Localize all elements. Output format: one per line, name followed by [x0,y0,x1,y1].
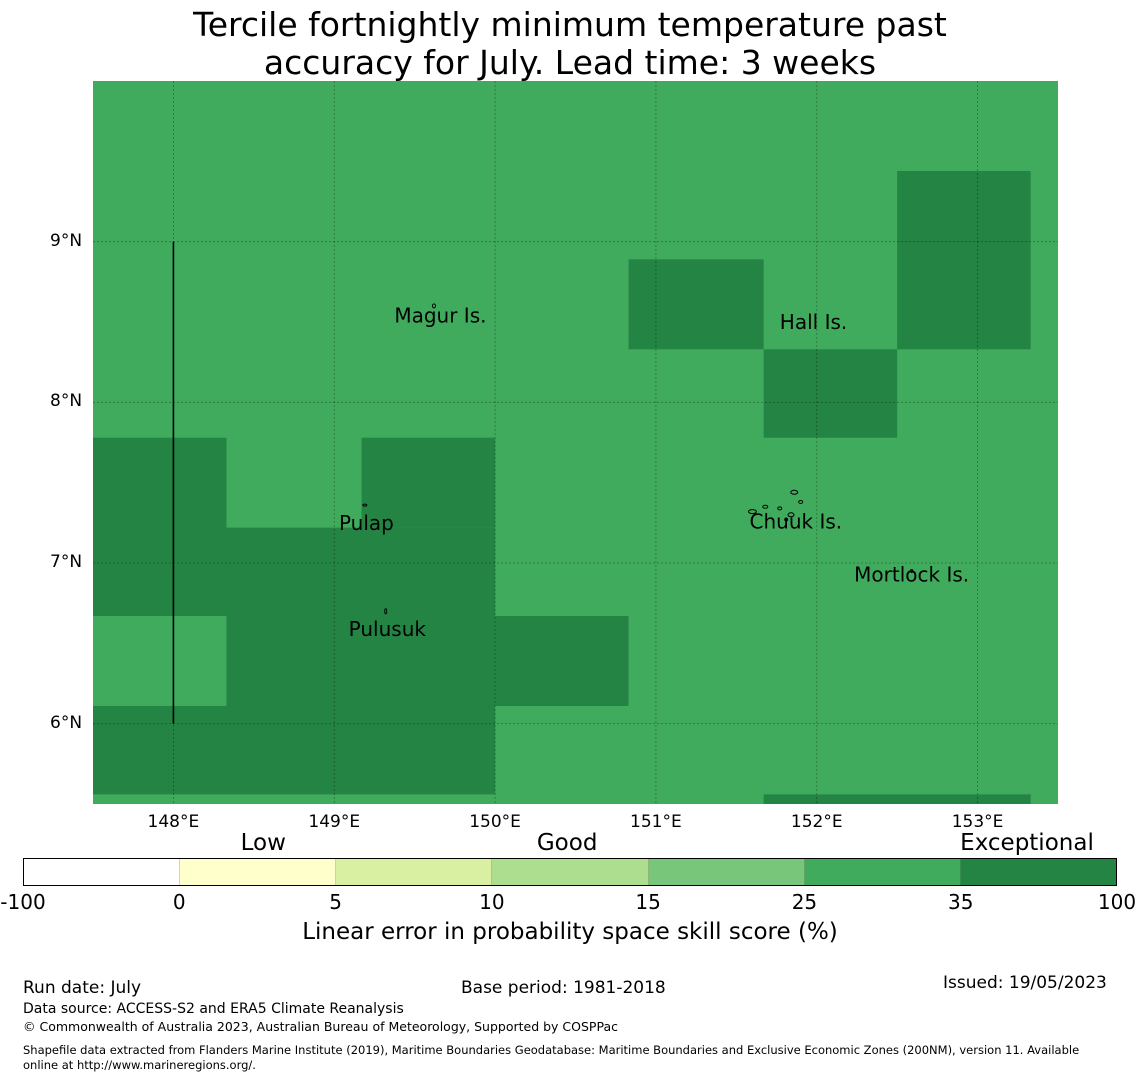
island-outline [362,503,368,507]
skill-category-label: Good [536,830,598,856]
island-outline [762,504,769,509]
colorbar-tick-label: 5 [329,890,342,914]
colorbar-tick-label: 10 [479,890,505,914]
island-outline [384,608,388,615]
colorbar-tick-label: 0 [172,890,186,914]
high-skill-cell [763,794,1031,804]
high-skill-cell [93,437,227,617]
colorbar-tick-label: 25 [791,890,818,914]
colorbar-tick-label: 15 [635,890,661,914]
latitude-tick-label: 8°N [50,391,83,412]
colorbar-title: Linear error in probability space skill … [302,919,838,945]
island-outline [798,499,804,504]
colorbar-segment [804,859,961,885]
skill-colorbar [23,858,1117,886]
run-date: Run date: July [23,978,142,998]
colorbar-segment [24,859,181,885]
high-skill-cell [763,349,898,438]
island-outline [787,512,795,518]
island-outline [784,517,789,522]
high-skill-cell [361,437,496,528]
colorbar-segment [960,859,1116,885]
chart-title: Tercile fortnightly minimum temperature … [0,6,1140,82]
issued-date: Issued: 19/05/2023 [943,973,1107,993]
high-skill-cell [226,527,496,706]
place-label: Pulap [339,511,394,535]
longitude-tick-label: 148°E [147,812,200,832]
colorbar-tick-label: 35 [947,890,974,914]
island-outline [777,506,783,511]
island-outline [747,509,757,515]
colorbar-segment [180,859,337,885]
latitude-tick-label: 9°N [50,230,83,251]
copyright-notice: © Commonwealth of Australia 2023, Austra… [23,1019,618,1034]
skill-map: Magur Is. Hall Is. Pulap Chuuk Is. Mortlock … [93,81,1058,804]
high-skill-cell [897,170,1031,350]
place-label: Magur Is. [394,304,486,328]
colorbar-segment [336,859,493,885]
high-skill-cell [93,705,496,795]
shapefile-credit-line-2: online at http://www.marineregions.org/. [23,1058,256,1072]
longitude-tick-label: 152°E [790,812,843,832]
title-line-2: accuracy for July. Lead time: 3 weeks [263,43,877,82]
island-outline [790,489,799,495]
skill-category-label: Exceptional [960,830,1094,856]
longitude-tick-label: 149°E [308,812,361,832]
colorbar-tick-label: -100 [0,890,46,914]
longitude-tick-label: 151°E [630,812,682,832]
colorbar-segment [492,859,649,885]
high-skill-cell [628,259,764,350]
latitude-tick-label: 6°N [50,712,83,733]
title-line-1: Tercile fortnightly minimum temperature … [193,5,947,44]
data-source: Data source: ACCESS-S2 and ERA5 Climate … [23,1001,404,1017]
latitude-tick-label: 7°N [50,552,83,572]
place-label: Pulusuk [349,617,427,641]
high-skill-cell [495,616,629,706]
place-label: Hall Is. [780,310,847,334]
place-label: Mortlock Is. [854,562,969,586]
shapefile-credit-line-1: Shapefile data extracted from Flanders M… [23,1043,1080,1057]
island-outline [431,303,436,309]
longitude-tick-label: 153°E [951,812,1004,832]
place-label: Chuuk Is. [750,509,843,533]
base-period: Base period: 1981-2018 [461,978,666,998]
colorbar-tick-label: 100 [1097,890,1137,914]
skill-category-label: Low [240,830,286,856]
island-outline [910,569,914,574]
colorbar-segment [648,859,805,885]
longitude-tick-label: 150°E [469,812,521,832]
